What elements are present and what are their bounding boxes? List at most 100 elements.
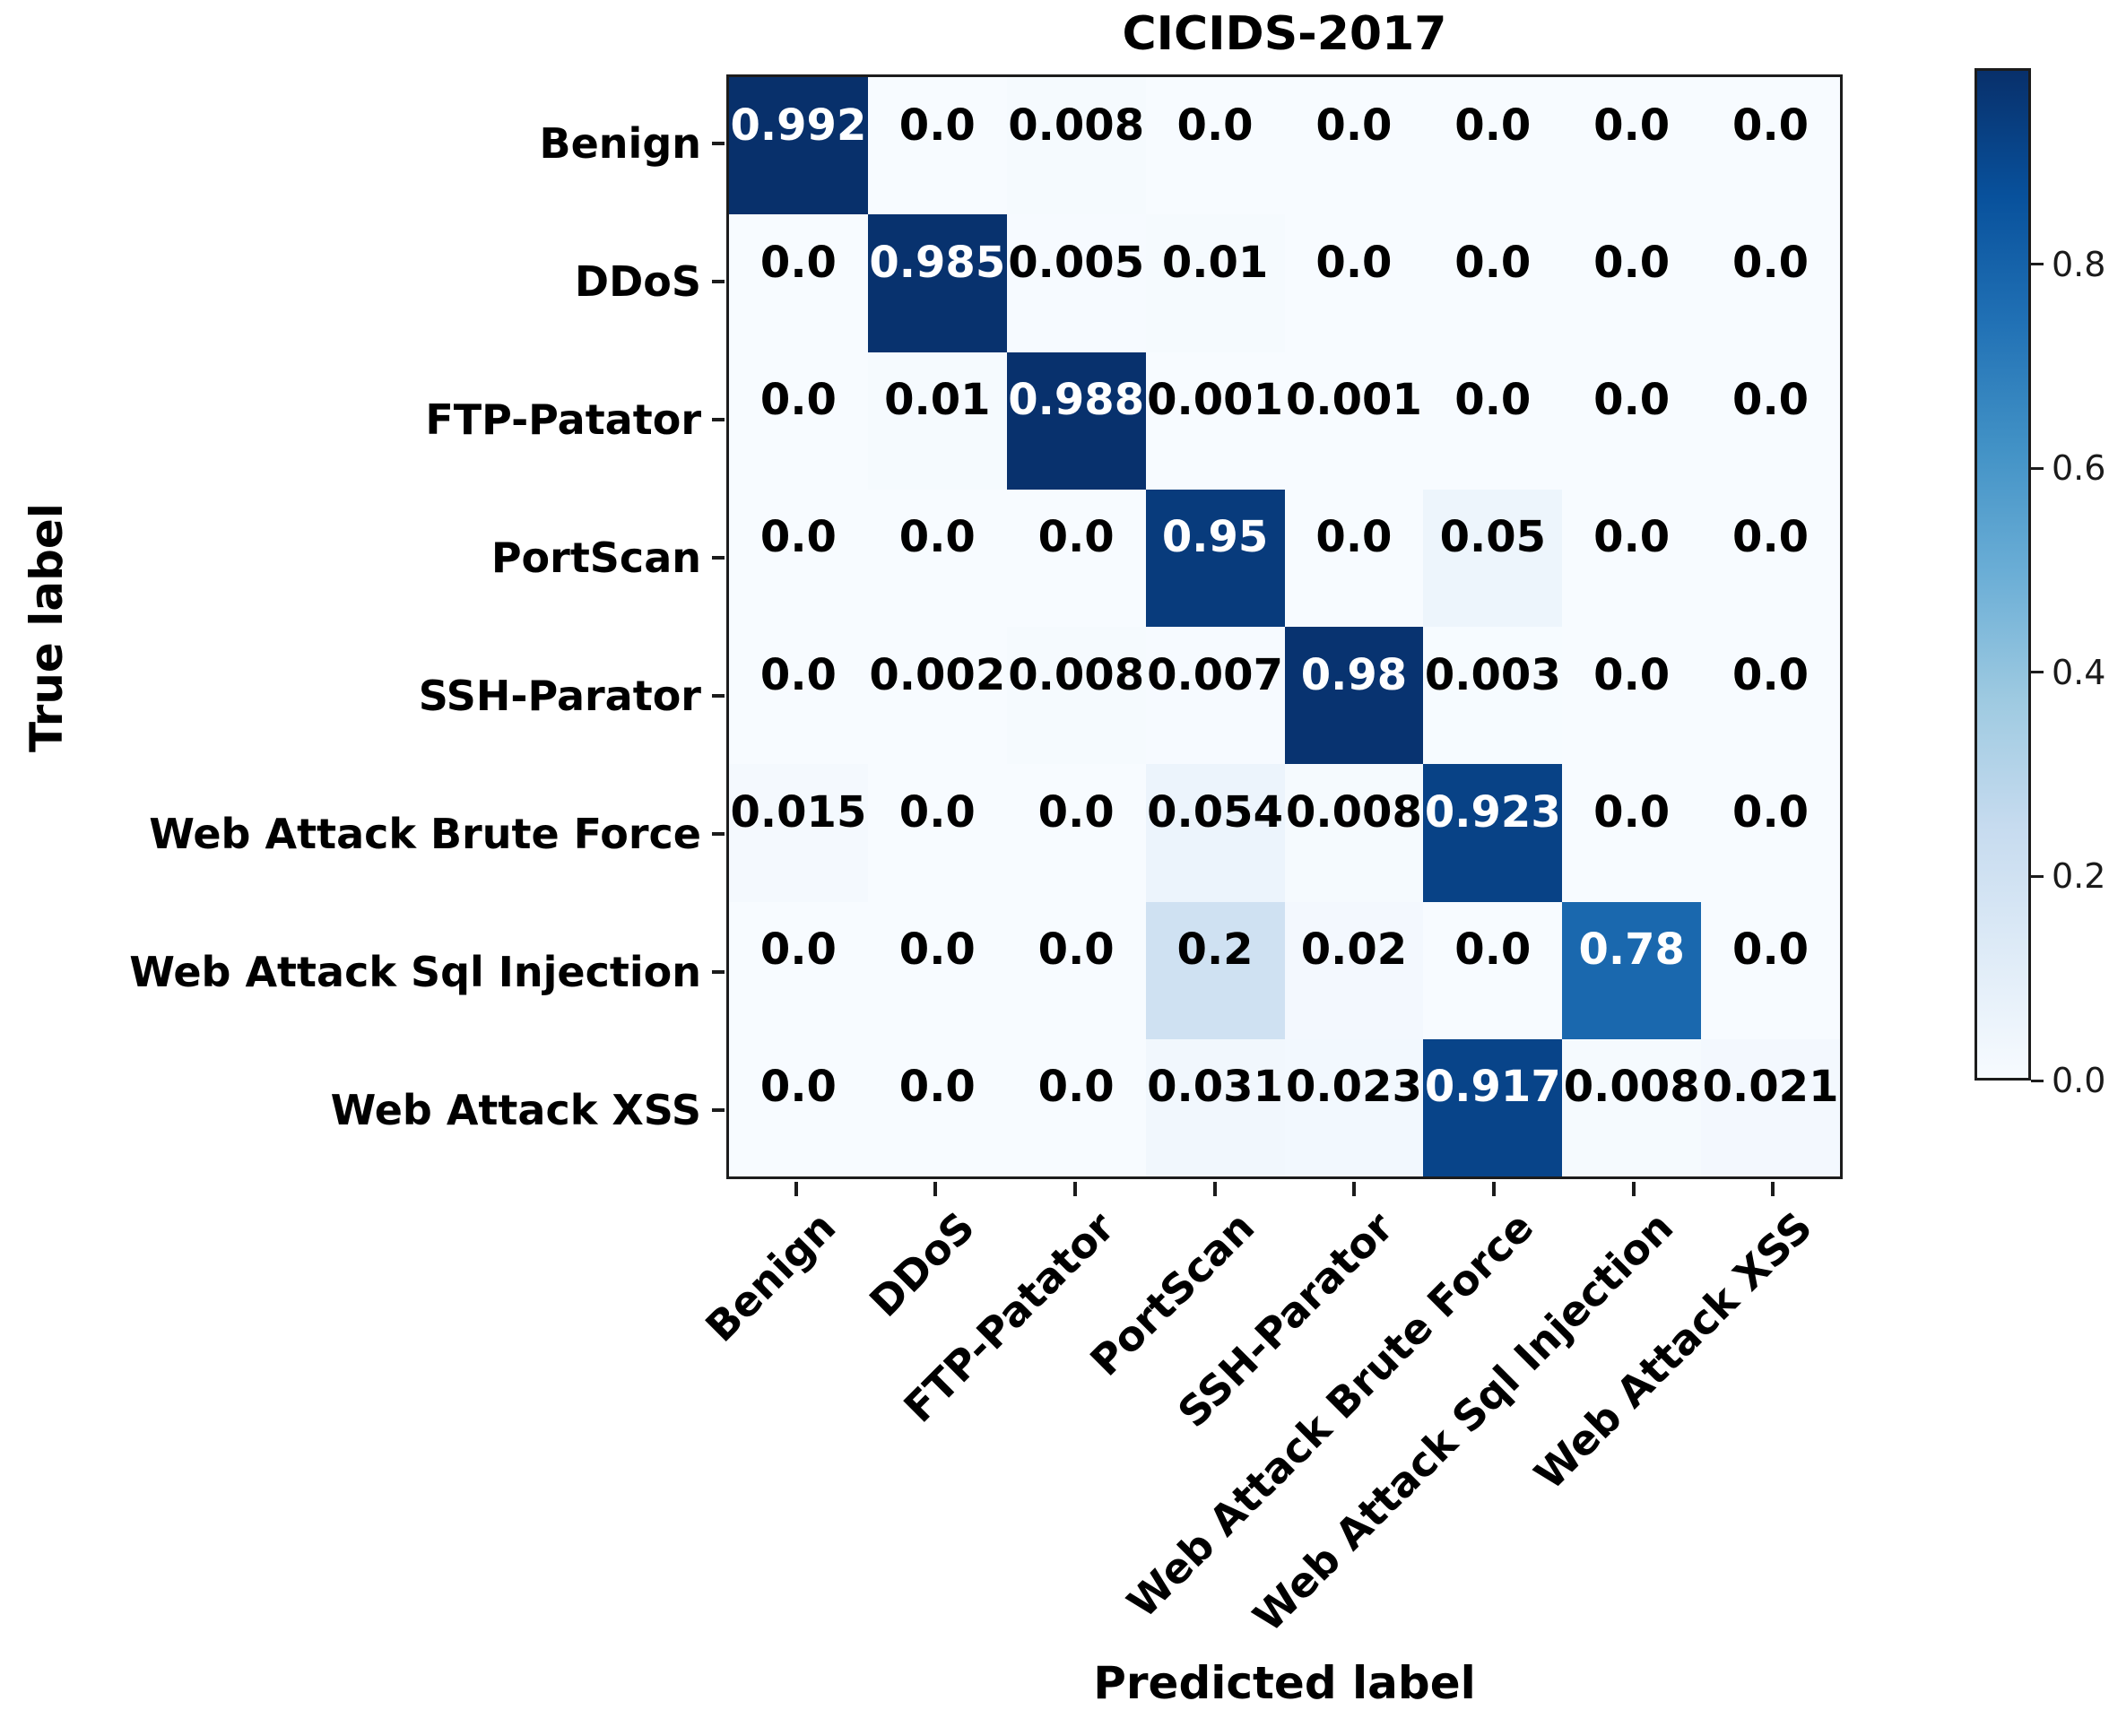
y-tick-mark (712, 418, 725, 421)
matrix-cell: 0.0 (1701, 214, 1840, 352)
matrix-cell: 0.2 (1145, 901, 1285, 1039)
matrix-cell: 0.01 (867, 352, 1007, 490)
matrix-cell: 0.0 (1423, 77, 1563, 215)
y-tick-mark (712, 556, 725, 560)
matrix-cell: 0.95 (1145, 489, 1285, 627)
colorbar-tick-label: 0.0 (2052, 1061, 2106, 1100)
matrix-cell: 0.0 (1562, 764, 1702, 902)
matrix-cell: 0.0 (729, 214, 868, 352)
x-tick-mark (1352, 1182, 1357, 1196)
matrix-cell: 0.0 (1562, 489, 1702, 627)
colorbar-tick-label: 0.2 (2052, 856, 2106, 897)
colorbar-tick-label: 0.8 (2052, 244, 2106, 284)
y-tick-mark (712, 694, 725, 698)
matrix-cell: 0.023 (1284, 1038, 1424, 1176)
matrix-cell: 0.01 (1145, 214, 1285, 352)
matrix-cell: 0.917 (1423, 1038, 1563, 1176)
matrix-cell: 0.0 (1006, 489, 1146, 627)
y-tick-mark (712, 142, 725, 145)
matrix-cell: 0.008 (1284, 764, 1424, 902)
matrix-cell: 0.0 (1423, 214, 1563, 352)
matrix-cell: 0.021 (1701, 1038, 1840, 1176)
heatmap-grid: 0.992 0.0 0.008 0.0 0.0 0.0 0.0 0.0 0.0 0.985 0.00… (729, 77, 1840, 1176)
x-tick-mark (1212, 1182, 1217, 1196)
matrix-cell: 0.985 (867, 214, 1007, 352)
matrix-cell: 0.0 (1006, 901, 1146, 1039)
y-tick-label: PortScan (490, 534, 701, 582)
colorbar-tick-mark (2031, 671, 2044, 674)
colorbar-tick-mark (2031, 466, 2044, 470)
colorbar-gradient (1974, 68, 2031, 1081)
colorbar-tick-mark (2031, 1079, 2044, 1082)
matrix-cell: 0.0 (1562, 627, 1702, 765)
matrix-cell: 0.0 (1701, 901, 1840, 1039)
matrix-cell: 0.008 (1562, 1038, 1702, 1176)
x-tick-mark (794, 1182, 798, 1196)
y-tick-mark (712, 832, 725, 836)
matrix-cell: 0.988 (1006, 352, 1146, 490)
matrix-cell: 0.0 (1562, 214, 1702, 352)
matrix-cell: 0.001 (1145, 352, 1285, 490)
matrix-cell: 0.0 (1006, 1038, 1146, 1176)
x-tick-mark (1073, 1182, 1078, 1196)
matrix-cell: 0.0 (1423, 352, 1563, 490)
matrix-cell: 0.0 (1562, 77, 1702, 215)
matrix-cell: 0.0 (729, 489, 868, 627)
matrix-cell: 0.015 (729, 764, 868, 902)
matrix-cell: 0.0 (1701, 489, 1840, 627)
y-tick-label: SSH-Parator (418, 672, 701, 720)
y-tick-mark (712, 1108, 725, 1112)
x-axis-label: Predicted label (1093, 1657, 1476, 1709)
colorbar-tick-mark (2031, 874, 2044, 878)
x-tick-mark (1491, 1182, 1496, 1196)
matrix-cell: 0.003 (1423, 627, 1563, 765)
x-tick-mark (933, 1182, 938, 1196)
matrix-cell: 0.0 (729, 627, 868, 765)
matrix-cell: 0.008 (1006, 627, 1146, 765)
matrix-cell: 0.923 (1423, 764, 1563, 902)
matrix-cell: 0.05 (1423, 489, 1563, 627)
matrix-cell: 0.007 (1145, 627, 1285, 765)
matrix-cell: 0.002 (867, 627, 1007, 765)
chart-title: CICIDS-2017 (1122, 7, 1447, 61)
matrix-cell: 0.0 (1701, 764, 1840, 902)
heatmap-plot-area: 0.992 0.0 0.008 0.0 0.0 0.0 0.0 0.0 0.0 0.985 0.00… (726, 74, 1843, 1179)
y-tick-label: DDoS (574, 257, 701, 306)
y-tick-label: Web Attack Brute Force (149, 810, 701, 858)
matrix-cell: 0.0 (729, 1038, 868, 1176)
matrix-cell: 0.054 (1145, 764, 1285, 902)
matrix-cell: 0.0 (867, 77, 1007, 215)
colorbar-tick-label: 0.6 (2052, 448, 2106, 489)
y-tick-label: Web Attack Sql Injection (129, 948, 701, 996)
colorbar-tick-label: 0.4 (2052, 652, 2106, 692)
matrix-cell: 0.0 (1284, 77, 1424, 215)
x-tick-mark (1771, 1182, 1775, 1196)
matrix-cell: 0.0 (1284, 489, 1424, 627)
colorbar-tick-mark (2031, 263, 2044, 266)
y-tick-label: Web Attack XSS (330, 1086, 701, 1134)
y-tick-mark (712, 280, 725, 283)
y-tick-label: Benign (539, 119, 701, 168)
matrix-cell: 0.0 (729, 352, 868, 490)
matrix-cell: 0.0 (1284, 214, 1424, 352)
y-tick-label: FTP-Patator (425, 395, 701, 444)
matrix-cell: 0.78 (1562, 901, 1702, 1039)
matrix-cell: 0.02 (1284, 901, 1424, 1039)
matrix-cell: 0.001 (1284, 352, 1424, 490)
matrix-cell: 0.0 (867, 1038, 1007, 1176)
matrix-cell: 0.005 (1006, 214, 1146, 352)
matrix-cell: 0.0 (867, 489, 1007, 627)
matrix-cell: 0.0 (1701, 352, 1840, 490)
matrix-cell: 0.992 (729, 77, 868, 215)
matrix-cell: 0.031 (1145, 1038, 1285, 1176)
matrix-cell: 0.0 (1423, 901, 1563, 1039)
matrix-cell: 0.0 (1006, 764, 1146, 902)
matrix-cell: 0.98 (1284, 627, 1424, 765)
matrix-cell: 0.0 (867, 901, 1007, 1039)
matrix-cell: 0.008 (1006, 77, 1146, 215)
x-tick-mark (1631, 1182, 1636, 1196)
matrix-cell: 0.0 (1562, 352, 1702, 490)
matrix-cell: 0.0 (1701, 627, 1840, 765)
matrix-cell: 0.0 (867, 764, 1007, 902)
